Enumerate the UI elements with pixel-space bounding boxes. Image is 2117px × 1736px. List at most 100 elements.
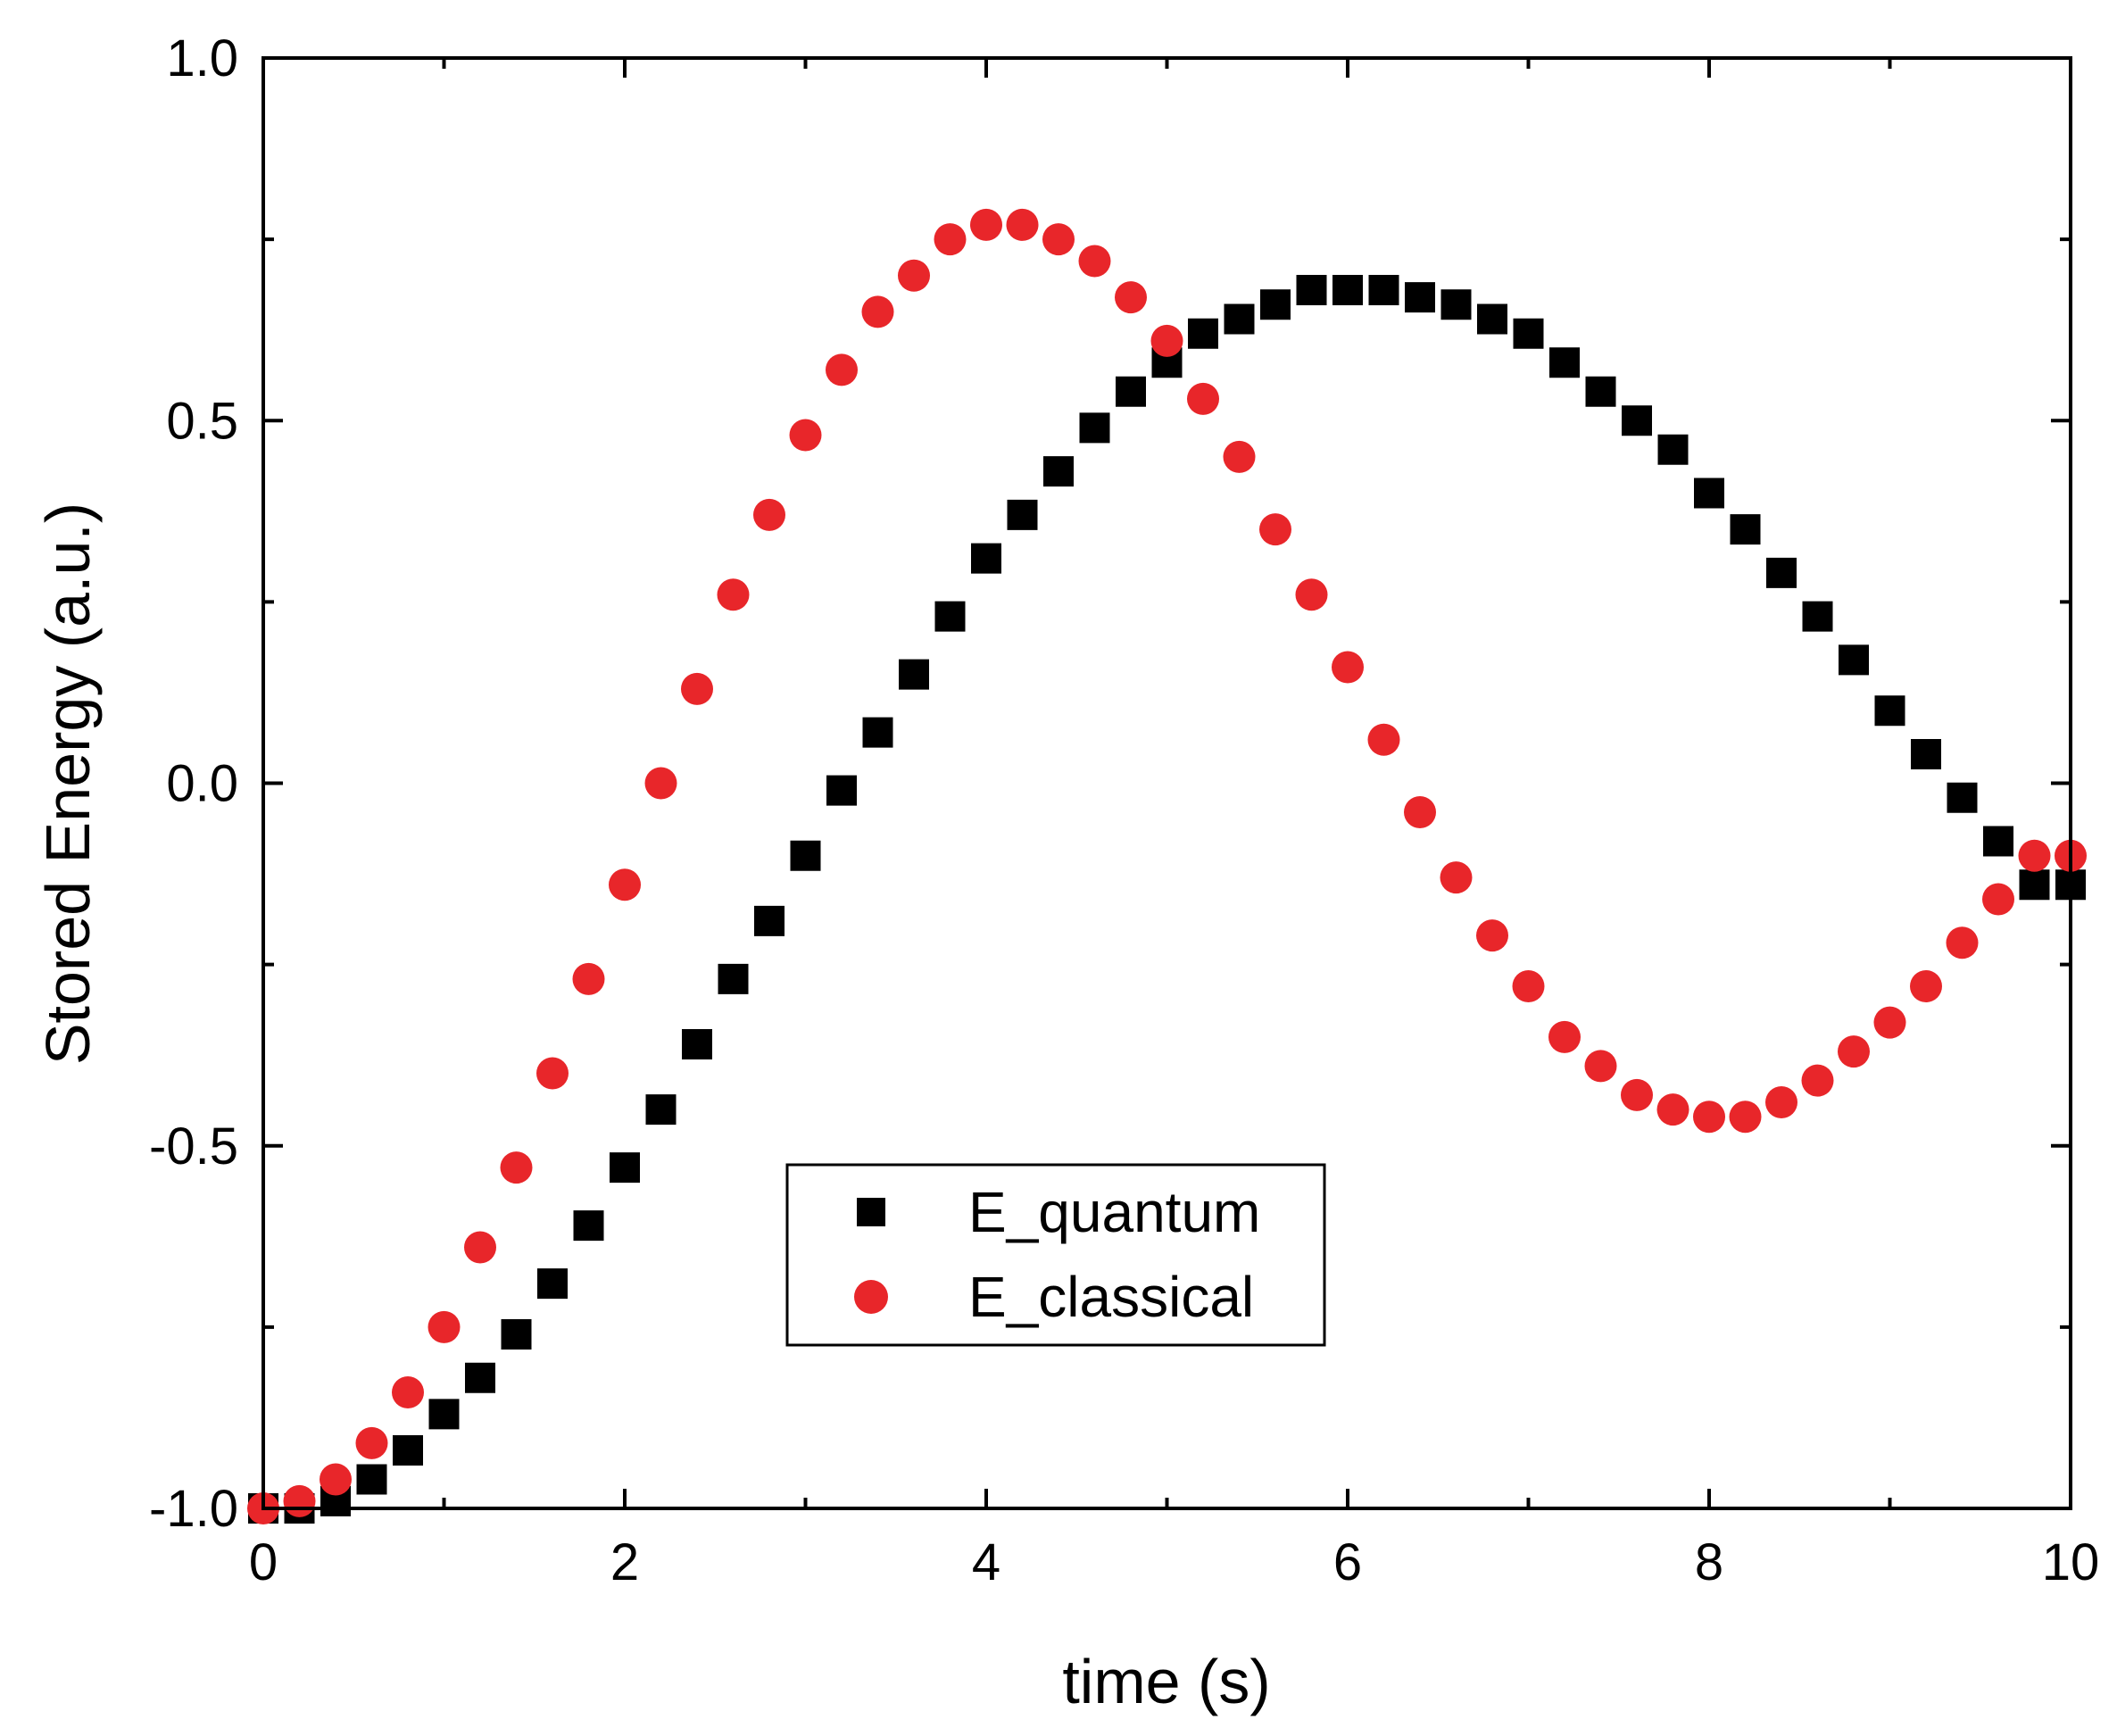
data-point-circle xyxy=(428,1310,461,1343)
legend-box xyxy=(785,1163,1326,1347)
data-point-square xyxy=(1911,739,1941,769)
data-point-square xyxy=(1947,782,1978,813)
data-point-square xyxy=(862,717,893,748)
data-point-square xyxy=(1224,303,1255,335)
data-point-circle xyxy=(1476,919,1508,952)
data-point-square xyxy=(573,1210,604,1242)
data-point-square xyxy=(1007,499,1038,530)
x-tick-label: 6 xyxy=(1333,1533,1362,1591)
data-point-circle xyxy=(536,1057,569,1090)
data-point-circle xyxy=(283,1484,316,1517)
data-point-circle xyxy=(1332,651,1364,684)
data-point-square xyxy=(1440,289,1472,320)
y-tick-label: 0.0 xyxy=(166,755,238,813)
data-point-circle xyxy=(1187,382,1219,415)
legend: E_quantum E_classical xyxy=(785,1163,1326,1347)
data-point-square xyxy=(934,601,966,632)
x-tick-label: 8 xyxy=(1695,1533,1723,1591)
data-point-circle xyxy=(1765,1086,1797,1118)
data-point-circle xyxy=(1259,513,1291,546)
data-point-square xyxy=(1405,282,1435,313)
data-point-circle xyxy=(681,672,713,705)
data-point-circle xyxy=(1693,1101,1725,1134)
data-point-square xyxy=(1730,514,1761,545)
data-point-circle xyxy=(1512,970,1545,1002)
data-point-circle xyxy=(1621,1078,1653,1111)
data-point-square xyxy=(754,905,785,936)
data-point-square xyxy=(645,1094,677,1125)
data-point-square xyxy=(1043,456,1074,487)
y-tick-label: -0.5 xyxy=(149,1117,238,1175)
data-point-circle xyxy=(392,1376,424,1408)
data-point-square xyxy=(2019,869,2050,901)
data-point-circle xyxy=(717,578,750,611)
data-point-circle xyxy=(464,1231,496,1264)
data-point-circle xyxy=(970,208,1002,241)
series-layer xyxy=(247,208,2087,1524)
data-point-circle xyxy=(1295,578,1328,611)
data-point-circle xyxy=(1223,440,1256,473)
data-point-square xyxy=(1332,275,1363,305)
legend-square-marker xyxy=(857,1198,885,1226)
y-tick-label: 0.5 xyxy=(166,392,238,450)
data-point-square xyxy=(393,1435,423,1466)
data-point-circle xyxy=(753,498,785,531)
plot-frame xyxy=(262,56,2072,1510)
data-point-square xyxy=(1839,644,1869,676)
data-point-circle xyxy=(1838,1035,1870,1068)
series-e-classical xyxy=(247,208,2087,1524)
data-point-circle xyxy=(1115,281,1147,314)
data-point-circle xyxy=(1078,245,1111,278)
x-tick-label: 2 xyxy=(610,1533,639,1591)
data-point-circle xyxy=(1440,861,1473,894)
data-point-circle xyxy=(1548,1020,1581,1053)
x-tick-labels: 0 2 4 6 8 10 xyxy=(249,1533,2099,1591)
data-point-square xyxy=(1802,601,1833,632)
data-point-circle xyxy=(826,353,858,386)
data-point-square xyxy=(428,1399,460,1430)
data-point-circle xyxy=(1801,1064,1834,1097)
data-point-circle xyxy=(1042,223,1075,256)
data-point-circle xyxy=(1873,1006,1906,1039)
data-point-square xyxy=(1694,478,1724,509)
data-point-square xyxy=(971,543,1001,574)
x-tick-label: 10 xyxy=(2042,1533,2100,1591)
data-point-square xyxy=(790,840,821,871)
legend-circle-marker xyxy=(854,1280,888,1314)
data-point-circle xyxy=(1982,883,2014,916)
x-tick-label: 4 xyxy=(972,1533,1000,1591)
data-point-circle xyxy=(609,868,641,901)
data-point-square xyxy=(1477,303,1507,335)
data-point-square xyxy=(1585,376,1616,407)
y-tick-labels: -1.0 -0.5 0.0 0.5 1.0 xyxy=(149,29,238,1538)
data-point-square xyxy=(1874,695,1905,727)
data-point-circle xyxy=(1584,1050,1617,1083)
data-point-circle xyxy=(572,962,605,995)
data-point-circle xyxy=(1150,324,1183,357)
data-point-square xyxy=(537,1268,568,1300)
data-point-circle xyxy=(1910,970,1942,1002)
data-point-square xyxy=(356,1464,387,1495)
data-point-square xyxy=(1260,289,1291,320)
data-point-circle xyxy=(500,1151,533,1184)
data-point-circle xyxy=(1006,208,1039,241)
series-e-quantum xyxy=(248,275,2086,1524)
data-point-square xyxy=(1657,434,1689,465)
x-axis-title: time (s) xyxy=(1062,1647,1270,1716)
data-point-circle xyxy=(861,295,894,328)
data-point-circle xyxy=(1367,723,1400,756)
data-point-square xyxy=(1116,376,1146,407)
y-axis-title: Stored Energy (a.u.) xyxy=(33,503,103,1065)
data-point-square xyxy=(465,1362,495,1393)
data-point-circle xyxy=(355,1426,388,1459)
data-point-square xyxy=(1983,826,2013,857)
data-point-circle xyxy=(898,259,930,292)
data-point-square xyxy=(1188,318,1218,349)
data-point-circle xyxy=(1656,1093,1689,1126)
data-point-square xyxy=(1296,275,1327,305)
legend-label-quantum: E_quantum xyxy=(968,1180,1260,1244)
data-point-circle xyxy=(644,767,677,800)
data-point-circle xyxy=(934,223,967,256)
data-point-square xyxy=(1368,275,1399,305)
